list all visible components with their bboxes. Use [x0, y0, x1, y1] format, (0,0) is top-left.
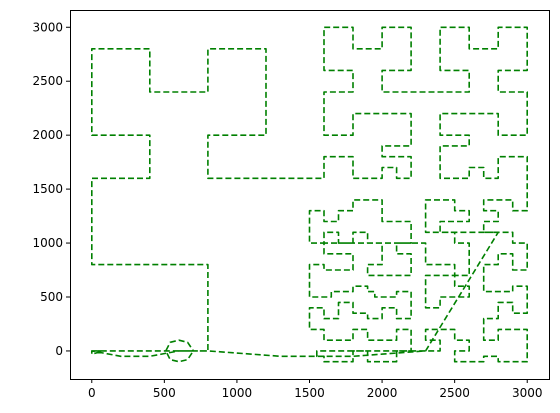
x-tick-label: 1000: [222, 386, 253, 400]
series-line: [91, 26, 529, 363]
x-tick-label: 2000: [367, 386, 398, 400]
y-axis: 0 500 1000 1500 2000 2500 3000: [32, 20, 70, 358]
x-axis: 0 500 1000 1500 2000 2500 3000: [88, 379, 543, 400]
x-tick-label: 1500: [294, 386, 325, 400]
y-tick-label: 2000: [32, 128, 63, 142]
x-tick-label: 0: [88, 386, 96, 400]
x-tick-label: 500: [153, 386, 176, 400]
y-tick-label: 500: [40, 290, 63, 304]
y-tick-label: 2500: [32, 74, 63, 88]
series-layer: [91, 26, 529, 363]
y-tick-label: 0: [55, 344, 63, 358]
y-tick-label: 1500: [32, 182, 63, 196]
y-tick-label: 3000: [32, 20, 63, 34]
x-tick-label: 2500: [439, 386, 470, 400]
y-tick-label: 1000: [32, 236, 63, 250]
x-tick-label: 3000: [512, 386, 543, 400]
